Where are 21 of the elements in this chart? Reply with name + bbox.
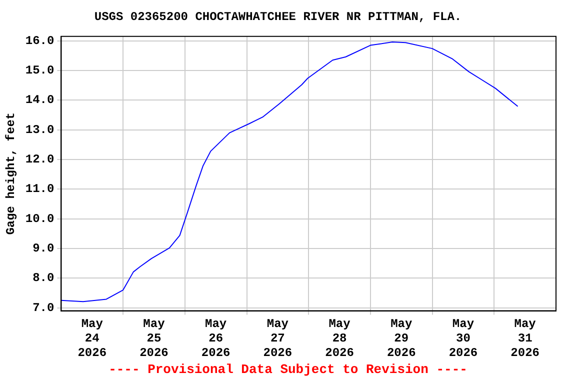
text: ---- Provisional Data Subject to Revision ---- [108, 362, 468, 377]
x-tick-label: May 29 2026 [386, 317, 416, 360]
y-tick-label: 13.0 [25, 122, 54, 137]
y-tick-label: 16.0 [25, 34, 54, 48]
y-axis-title: Gage height, feet [4, 112, 18, 235]
x-tick-label: May 31 2026 [510, 317, 540, 360]
chart-title: USGS 02365200 CHOCTAWHATCHEE RIVER NR PITTMAN, FLA. [94, 10, 462, 24]
y-tick-label: 15.0 [25, 64, 54, 78]
y-tick-label: 11.0 [25, 182, 54, 196]
x-tick-label: May 28 2026 [325, 317, 354, 360]
x-tick-label: May 30 2026 [448, 317, 478, 360]
x-tick-label: May 25 2026 [140, 317, 168, 360]
y-tick-label: 7.0 [32, 300, 54, 315]
y-tick-label: 12.0 [25, 152, 54, 167]
x-tick-label: May 24 2026 [78, 317, 107, 360]
y-tick-label: 8.0 [32, 271, 54, 286]
x-tick-label: May 26 2026 [201, 317, 230, 360]
y-tick-label: 9.0 [32, 242, 54, 256]
y-tick-label: 14.0 [25, 93, 54, 108]
y-tick-label: 10.0 [25, 212, 54, 226]
x-tick-label: May 27 2026 [263, 317, 292, 360]
